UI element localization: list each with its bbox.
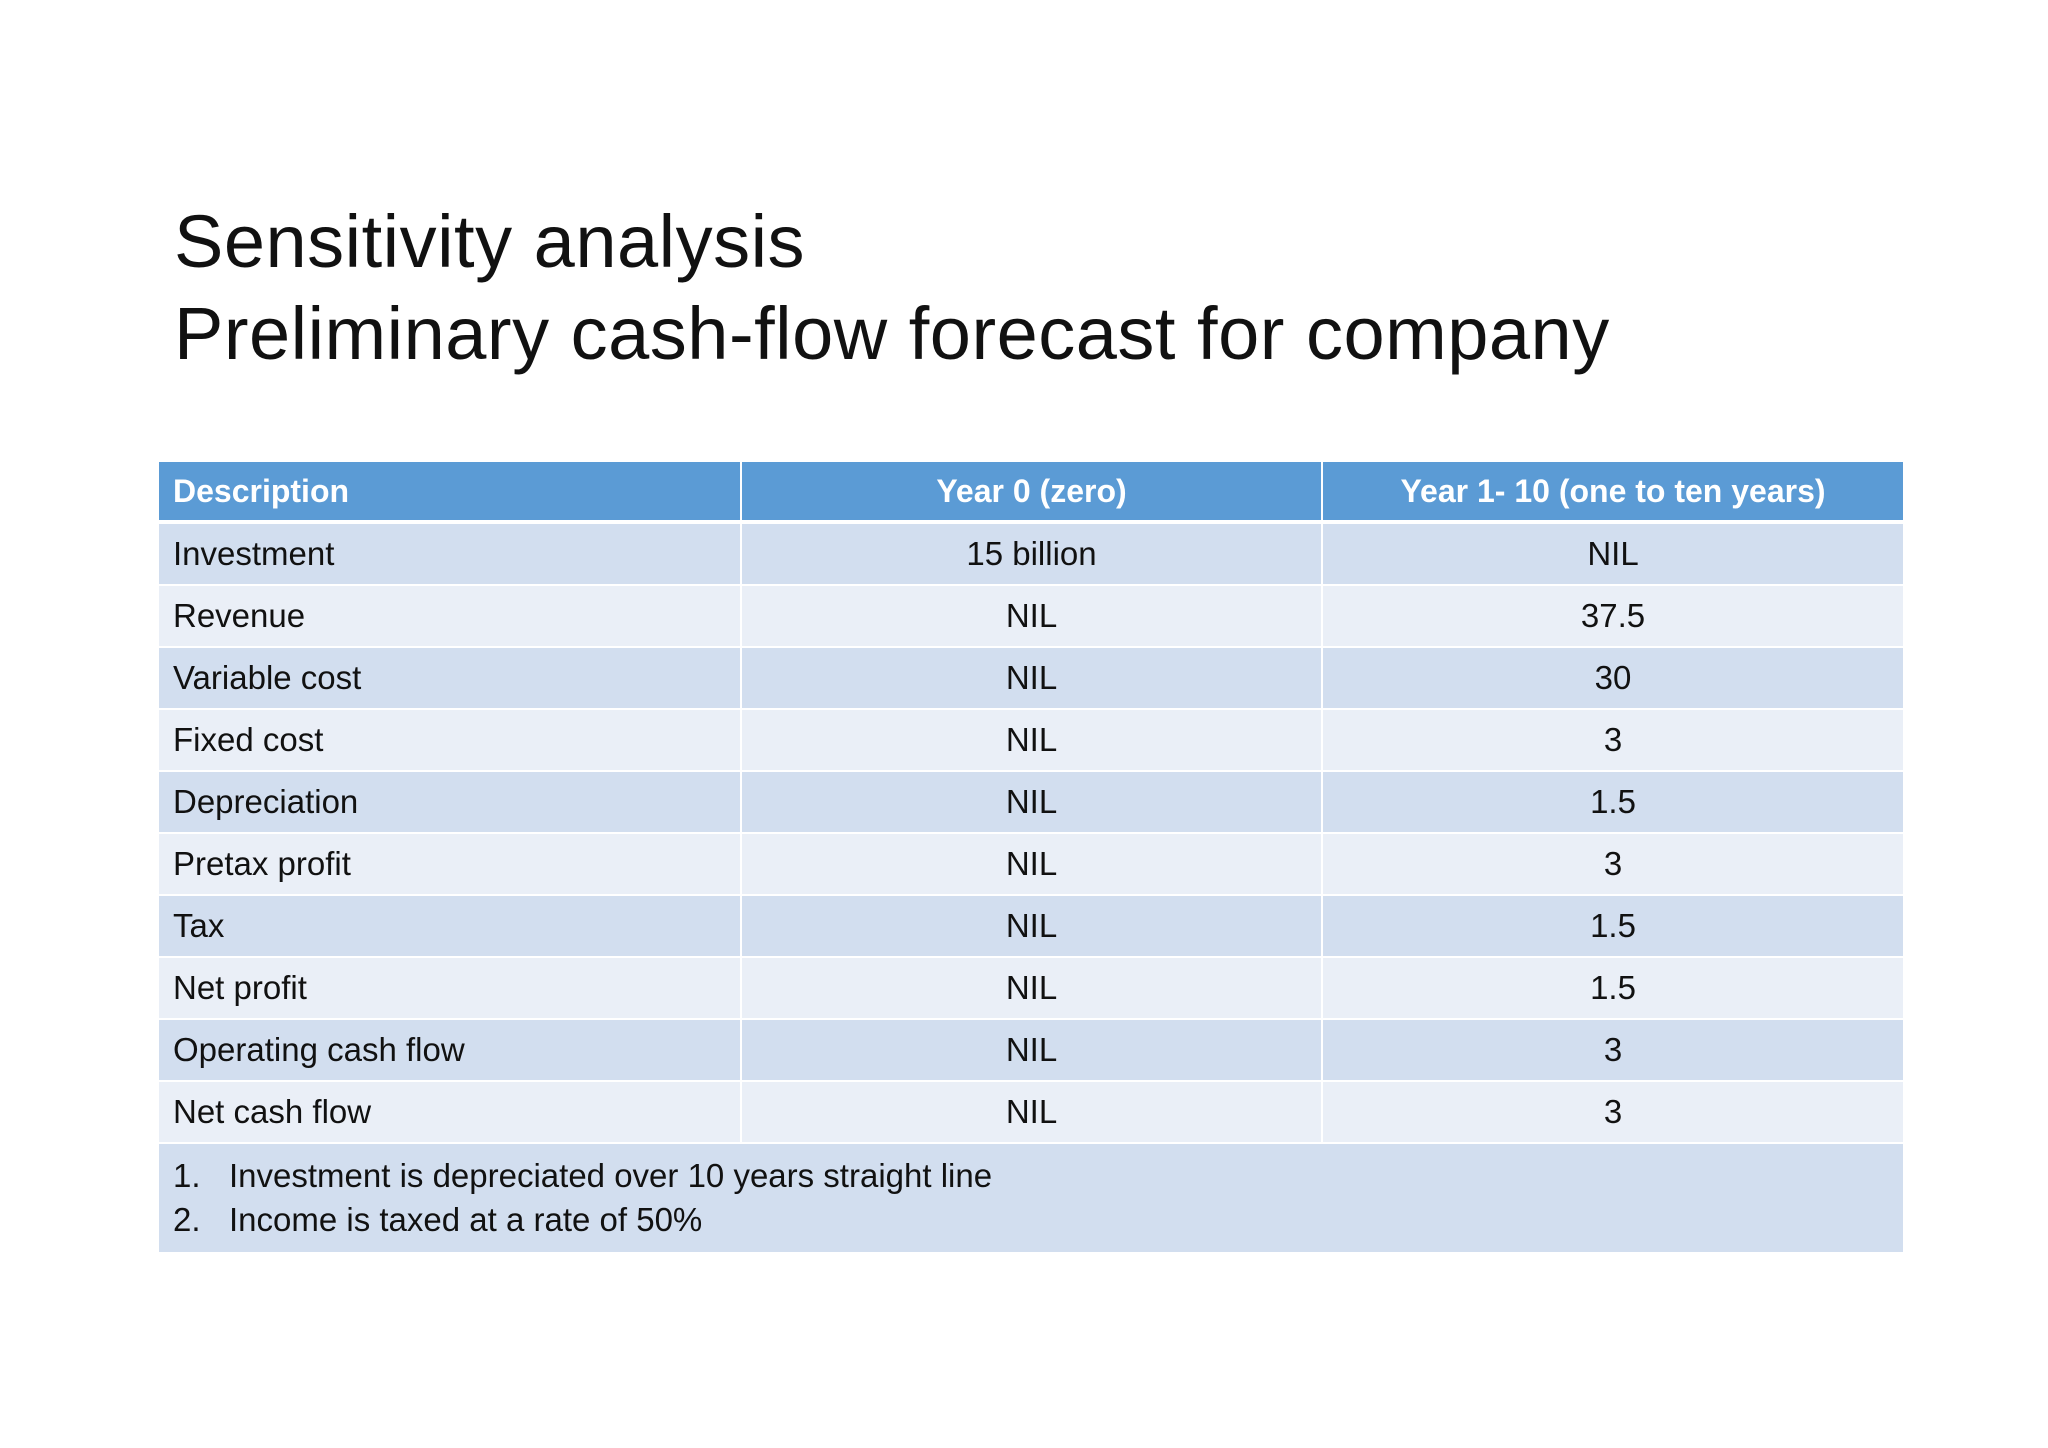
row-year-1-10-value: 1.5 [1322,895,1903,958]
row-year-1-10-value: 3 [1322,833,1903,896]
note-item: 1. Investment is depreciated over 10 year… [173,1154,1889,1198]
note-text: Income is taxed at a rate of 50% [229,1201,703,1238]
row-year-0-value: 15 billion [741,522,1323,586]
table-row: Investment 15 billion NIL [159,522,1903,586]
row-year-0-value: NIL [741,957,1323,1020]
title-line-1: Sensitivity analysis [174,200,806,283]
cash-flow-forecast-table: Description Year 0 (zero) Year 1- 10 (on… [159,462,1903,1254]
row-year-1-10-value: 1.5 [1322,957,1903,1020]
row-year-0-value: NIL [741,1081,1323,1144]
row-year-1-10-value: 30 [1322,647,1903,710]
table-notes-cell: 1. Investment is depreciated over 10 year… [159,1143,1903,1254]
table-header-row: Description Year 0 (zero) Year 1- 10 (on… [159,462,1903,524]
table-row: Operating cash flow NIL 3 [159,1019,1903,1082]
table-row: Net cash flow NIL 3 [159,1081,1903,1144]
header-year-1-10: Year 1- 10 (one to ten years) [1322,462,1903,524]
row-year-1-10-value: 1.5 [1322,771,1903,834]
row-description: Variable cost [159,647,742,710]
table-row: Depreciation NIL 1.5 [159,771,1903,834]
table-row: Tax NIL 1.5 [159,895,1903,958]
table-row: Variable cost NIL 30 [159,647,1903,710]
row-description: Fixed cost [159,709,742,772]
row-year-1-10-value: 3 [1322,1081,1903,1144]
row-year-0-value: NIL [741,895,1323,958]
forecast-table-container: Description Year 0 (zero) Year 1- 10 (on… [159,462,1903,1254]
row-description: Tax [159,895,742,958]
header-description: Description [159,462,742,524]
row-year-1-10-value: 3 [1322,709,1903,772]
row-year-0-value: NIL [741,1019,1323,1082]
note-number: 2. [173,1201,201,1238]
row-description: Operating cash flow [159,1019,742,1082]
note-item: 2. Income is taxed at a rate of 50% [173,1198,1889,1242]
table-row: Pretax profit NIL 3 [159,833,1903,896]
table-notes-row: 1. Investment is depreciated over 10 year… [159,1143,1903,1254]
row-description: Depreciation [159,771,742,834]
row-year-1-10-value: NIL [1322,522,1903,586]
row-year-0-value: NIL [741,771,1323,834]
row-description: Revenue [159,585,742,648]
table-row: Fixed cost NIL 3 [159,709,1903,772]
row-description: Net profit [159,957,742,1020]
row-description: Net cash flow [159,1081,742,1144]
row-description: Investment [159,522,742,586]
row-year-0-value: NIL [741,585,1323,648]
table-row: Net profit NIL 1.5 [159,957,1903,1020]
row-year-1-10-value: 37.5 [1322,585,1903,648]
table-row: Revenue NIL 37.5 [159,585,1903,648]
note-number: 1. [173,1157,201,1194]
row-year-0-value: NIL [741,709,1323,772]
note-text: Investment is depreciated over 10 years … [229,1157,993,1194]
row-year-0-value: NIL [741,833,1323,896]
slide-title: Sensitivity analysis Preliminary cash-fl… [174,196,1610,380]
row-description: Pretax profit [159,833,742,896]
header-year-0: Year 0 (zero) [741,462,1323,524]
title-line-2: Preliminary cash-flow forecast for compa… [174,292,1610,375]
row-year-0-value: NIL [741,647,1323,710]
row-year-1-10-value: 3 [1322,1019,1903,1082]
